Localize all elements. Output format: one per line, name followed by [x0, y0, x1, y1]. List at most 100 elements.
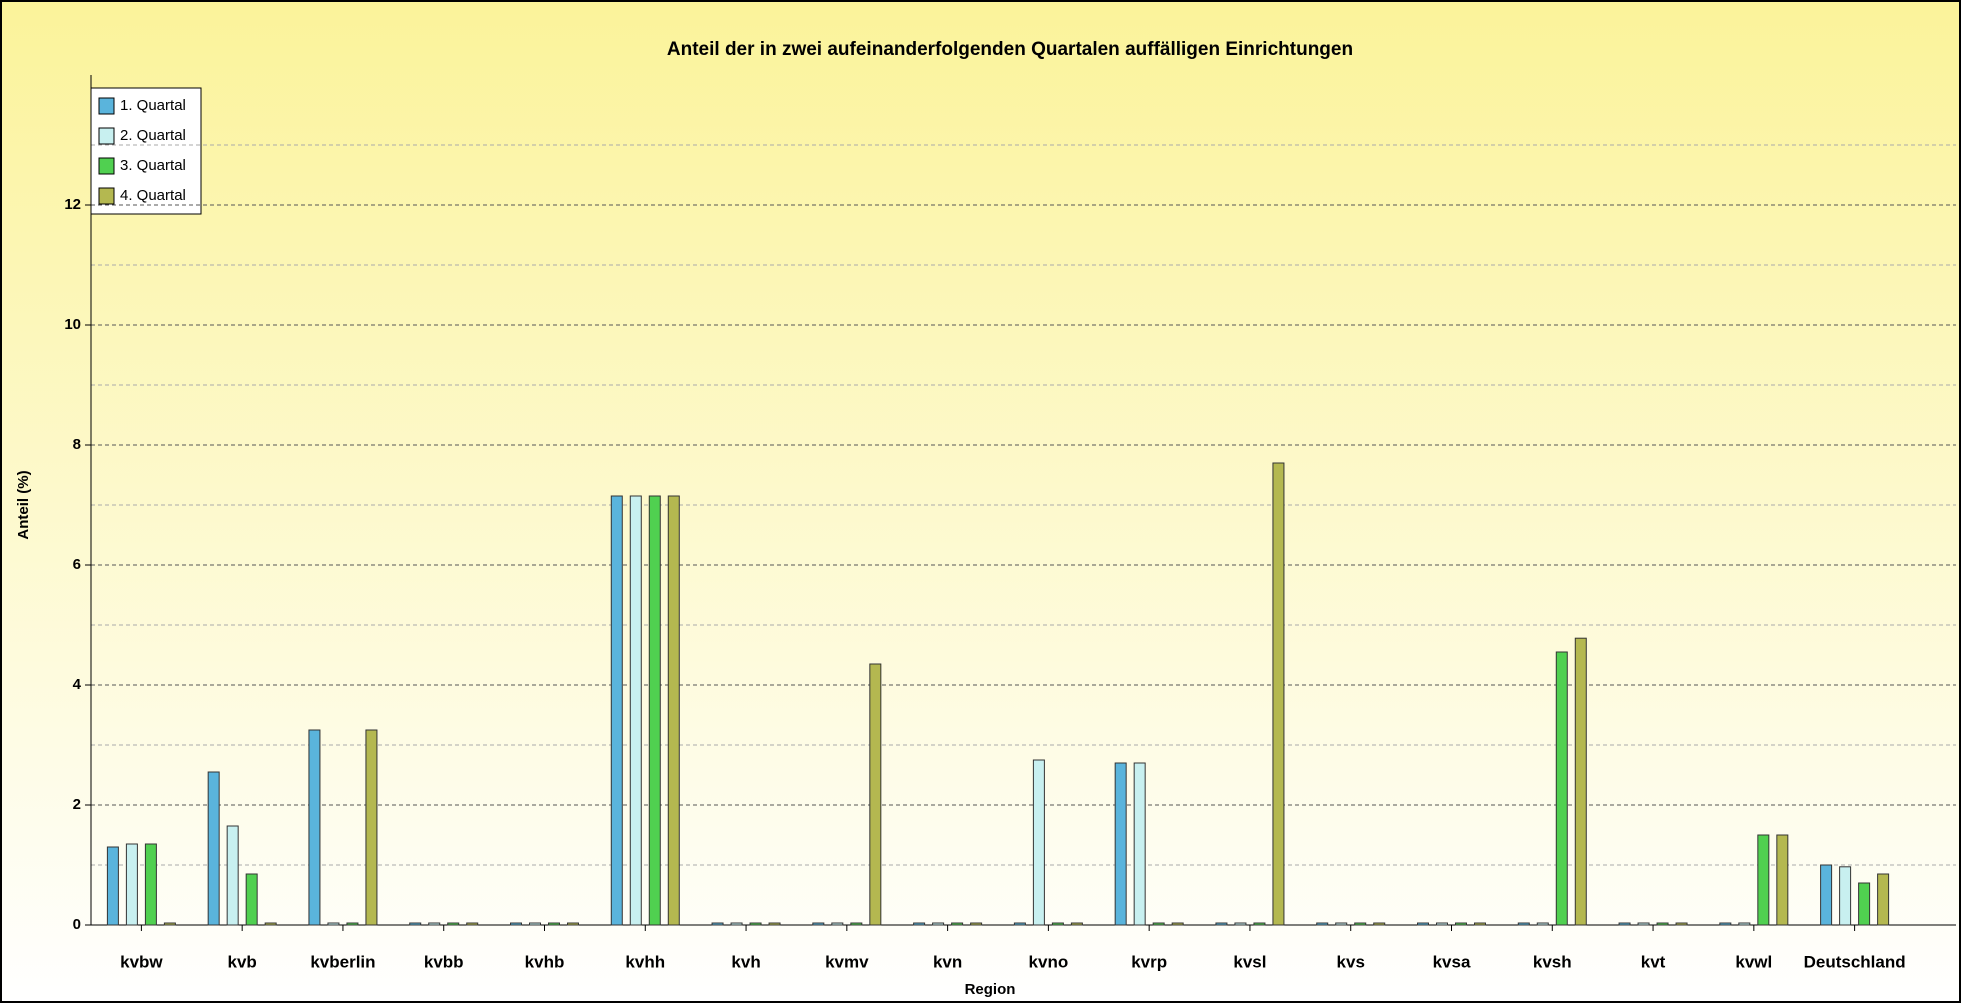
bar	[749, 922, 762, 926]
bar	[144, 843, 157, 926]
bar	[428, 922, 441, 926]
legend-label: 3. Quartal	[120, 157, 186, 174]
bar	[264, 922, 277, 926]
bar	[812, 922, 825, 926]
x-tick-label: kvsl	[1233, 952, 1266, 971]
x-tick-label: kvwl	[1735, 952, 1772, 971]
bar	[1032, 759, 1045, 926]
bar	[1555, 651, 1568, 926]
x-tick-label: kvhh	[625, 952, 665, 971]
bar	[1719, 922, 1732, 926]
legend-swatch	[98, 127, 115, 145]
bar	[831, 922, 844, 926]
bar	[1474, 922, 1486, 926]
bar	[1133, 762, 1146, 926]
bar	[1013, 922, 1026, 926]
bar	[1536, 922, 1549, 926]
bar	[1656, 922, 1669, 926]
y-tick-label: 4	[73, 676, 82, 693]
bar	[1215, 922, 1228, 926]
x-tick-label: kvsa	[1433, 952, 1471, 971]
y-tick-label: 6	[73, 556, 81, 573]
y-axis-label: Anteil (%)	[15, 470, 32, 539]
bar	[409, 922, 422, 926]
bar	[869, 663, 882, 926]
bar	[1820, 864, 1833, 926]
bar	[163, 922, 176, 926]
y-tick-label: 8	[73, 436, 81, 453]
bar	[125, 843, 138, 926]
chart-title: Anteil der in zwei aufeinanderfolgenden …	[667, 39, 1353, 60]
x-tick-label: kvmv	[825, 952, 869, 971]
bar	[327, 922, 340, 926]
x-tick-label: kvbw	[120, 952, 163, 971]
y-tick-label: 10	[64, 316, 81, 333]
bar	[768, 922, 781, 926]
x-tick-label: kvb	[228, 952, 257, 971]
x-tick-label: kvberlin	[310, 952, 375, 971]
x-axis-label: Region	[965, 981, 1016, 998]
bar	[610, 495, 623, 926]
legend-swatch	[98, 97, 115, 115]
bar	[667, 495, 680, 926]
bar	[951, 922, 964, 926]
x-tick-label: Deutschland	[1804, 952, 1906, 971]
legend-swatch	[98, 157, 115, 175]
x-tick-label: kvt	[1641, 952, 1666, 971]
bar	[567, 922, 579, 926]
bar	[466, 922, 479, 926]
bar	[510, 922, 522, 926]
bar	[1070, 922, 1083, 926]
legend-label: 4. Quartal	[120, 187, 186, 204]
bar	[365, 729, 378, 926]
bar	[1354, 922, 1367, 926]
bar	[1253, 922, 1266, 926]
bar	[1152, 922, 1165, 926]
bar	[106, 846, 119, 926]
legend-label: 1. Quartal	[120, 97, 186, 114]
bar	[245, 873, 258, 926]
y-tick-label: 12	[64, 196, 81, 213]
bar	[1517, 922, 1530, 926]
x-tick-label: kvrp	[1131, 952, 1167, 971]
bar	[548, 922, 560, 926]
bar	[850, 922, 863, 926]
bar	[1839, 866, 1852, 926]
bar	[1618, 922, 1631, 926]
bar	[1858, 882, 1871, 926]
bar	[447, 922, 460, 926]
bar	[1417, 922, 1429, 926]
bar	[970, 922, 983, 926]
x-tick-label: kvhb	[525, 952, 565, 971]
bar	[629, 495, 642, 926]
bar	[1637, 922, 1650, 926]
bar	[1776, 834, 1789, 926]
x-tick-label: kvs	[1337, 952, 1365, 971]
legend-swatch	[98, 187, 115, 205]
bar	[1757, 834, 1770, 926]
bar	[1738, 922, 1751, 926]
bar	[1436, 922, 1448, 926]
y-tick-label: 2	[73, 796, 81, 813]
x-tick-label: kvh	[731, 952, 760, 971]
bar	[346, 922, 359, 926]
bar	[1675, 922, 1688, 926]
bar	[1272, 462, 1285, 926]
y-tick-label: 0	[73, 916, 81, 933]
bar	[529, 922, 541, 926]
legend: 1. Quartal 2. Quartal 3. Quartal 4. Quartal	[90, 87, 202, 215]
bar	[932, 922, 945, 926]
bar	[730, 922, 743, 926]
bar	[1234, 922, 1247, 926]
bar	[711, 922, 724, 926]
bar	[226, 825, 239, 926]
x-tick-label: kvn	[933, 952, 962, 971]
x-tick-label: kvno	[1029, 952, 1069, 971]
bar	[1373, 922, 1386, 926]
x-tick-label: kvsh	[1533, 952, 1572, 971]
bar	[648, 495, 661, 926]
x-tick-label: kvbb	[424, 952, 464, 971]
bar	[1114, 762, 1127, 926]
